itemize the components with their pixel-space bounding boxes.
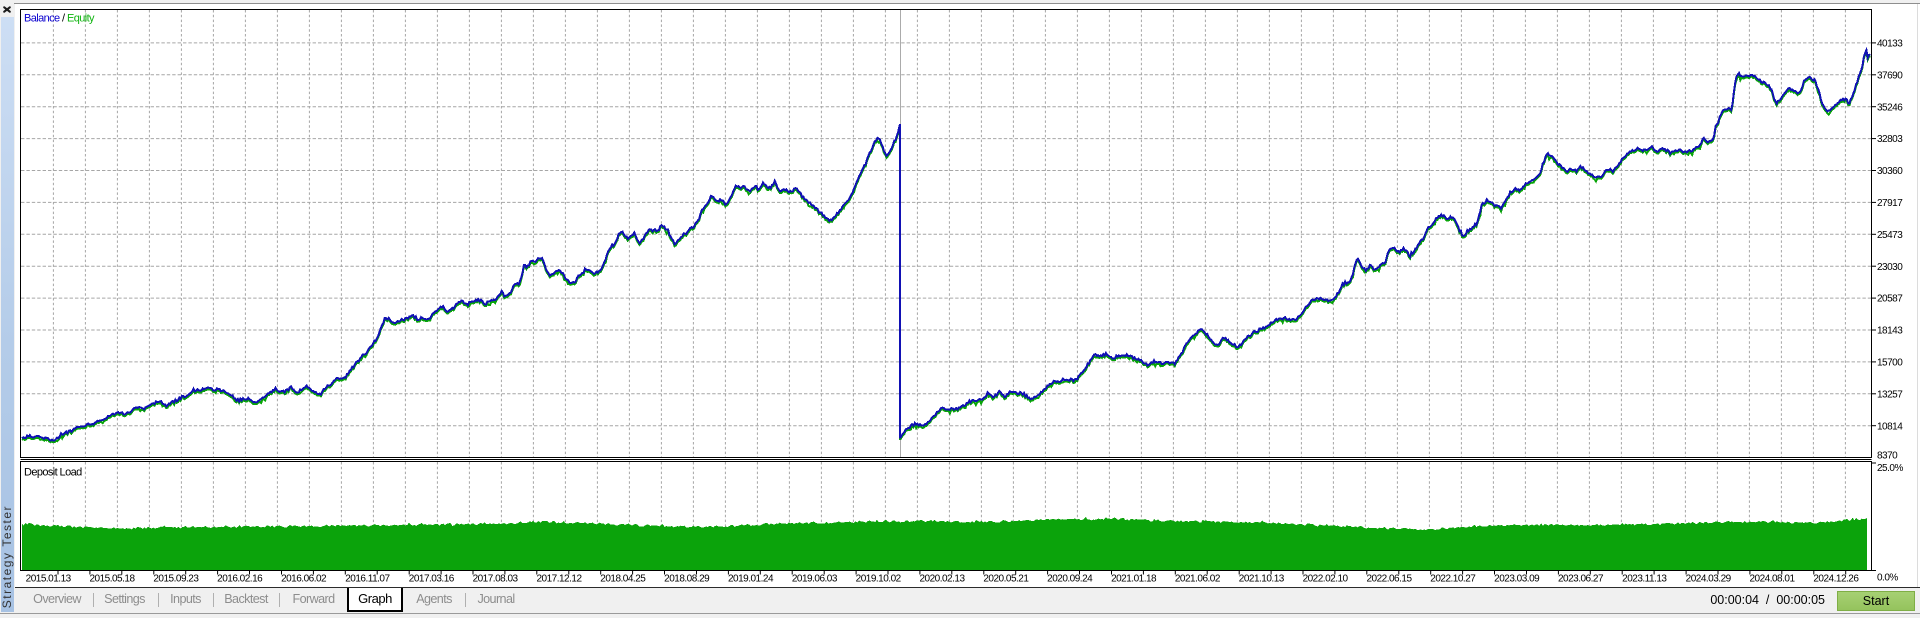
svg-text:2019.10.02: 2019.10.02 — [856, 574, 902, 585]
svg-text:Balance / Equity: Balance / Equity — [24, 13, 95, 25]
svg-text:Deposit Load: Deposit Load — [24, 467, 82, 479]
svg-text:13257: 13257 — [1877, 389, 1903, 400]
svg-text:2020.09.24: 2020.09.24 — [1047, 574, 1093, 585]
svg-text:32803: 32803 — [1877, 134, 1903, 145]
svg-text:2017.03.16: 2017.03.16 — [409, 574, 455, 585]
svg-text:15700: 15700 — [1877, 358, 1903, 369]
svg-text:2023.06.27: 2023.06.27 — [1558, 574, 1604, 585]
svg-text:2023.03.09: 2023.03.09 — [1494, 574, 1540, 585]
svg-text:27917: 27917 — [1877, 198, 1903, 209]
svg-text:2017.08.03: 2017.08.03 — [473, 574, 519, 585]
svg-text:2015.01.13: 2015.01.13 — [26, 574, 72, 585]
svg-text:2022.06.15: 2022.06.15 — [1366, 574, 1412, 585]
svg-text:2015.05.18: 2015.05.18 — [89, 574, 135, 585]
svg-text:2018.04.25: 2018.04.25 — [600, 574, 646, 585]
svg-text:2020.05.21: 2020.05.21 — [983, 574, 1029, 585]
svg-text:30360: 30360 — [1877, 166, 1903, 177]
svg-text:2018.08.29: 2018.08.29 — [664, 574, 710, 585]
svg-text:25473: 25473 — [1877, 230, 1903, 241]
svg-text:8370: 8370 — [1877, 451, 1898, 462]
svg-text:2021.10.13: 2021.10.13 — [1239, 574, 1285, 585]
svg-text:2015.09.23: 2015.09.23 — [153, 574, 199, 585]
svg-text:40133: 40133 — [1877, 39, 1903, 50]
svg-text:2021.06.02: 2021.06.02 — [1175, 574, 1221, 585]
svg-text:2022.10.27: 2022.10.27 — [1430, 574, 1476, 585]
svg-text:2016.11.07: 2016.11.07 — [345, 574, 390, 585]
svg-text:2023.11.13: 2023.11.13 — [1622, 574, 1667, 585]
svg-text:0.0%: 0.0% — [1877, 573, 1898, 584]
svg-text:2024.03.29: 2024.03.29 — [1686, 574, 1732, 585]
svg-text:2019.06.03: 2019.06.03 — [792, 574, 838, 585]
svg-text:10814: 10814 — [1877, 421, 1903, 432]
svg-text:18143: 18143 — [1877, 326, 1903, 337]
svg-text:25.0%: 25.0% — [1877, 463, 1903, 474]
svg-text:2021.01.18: 2021.01.18 — [1111, 574, 1157, 585]
svg-text:20587: 20587 — [1877, 294, 1903, 305]
svg-text:2024.12.26: 2024.12.26 — [1813, 574, 1859, 585]
svg-text:2016.06.02: 2016.06.02 — [281, 574, 327, 585]
svg-text:2016.02.16: 2016.02.16 — [217, 574, 263, 585]
svg-text:37690: 37690 — [1877, 70, 1903, 81]
svg-text:2019.01.24: 2019.01.24 — [728, 574, 774, 585]
svg-text:23030: 23030 — [1877, 262, 1903, 273]
svg-text:2017.12.12: 2017.12.12 — [536, 574, 582, 585]
svg-text:2022.02.10: 2022.02.10 — [1303, 574, 1349, 585]
svg-text:2020.02.13: 2020.02.13 — [919, 574, 965, 585]
svg-text:35246: 35246 — [1877, 102, 1903, 113]
svg-text:2024.08.01: 2024.08.01 — [1749, 574, 1795, 585]
